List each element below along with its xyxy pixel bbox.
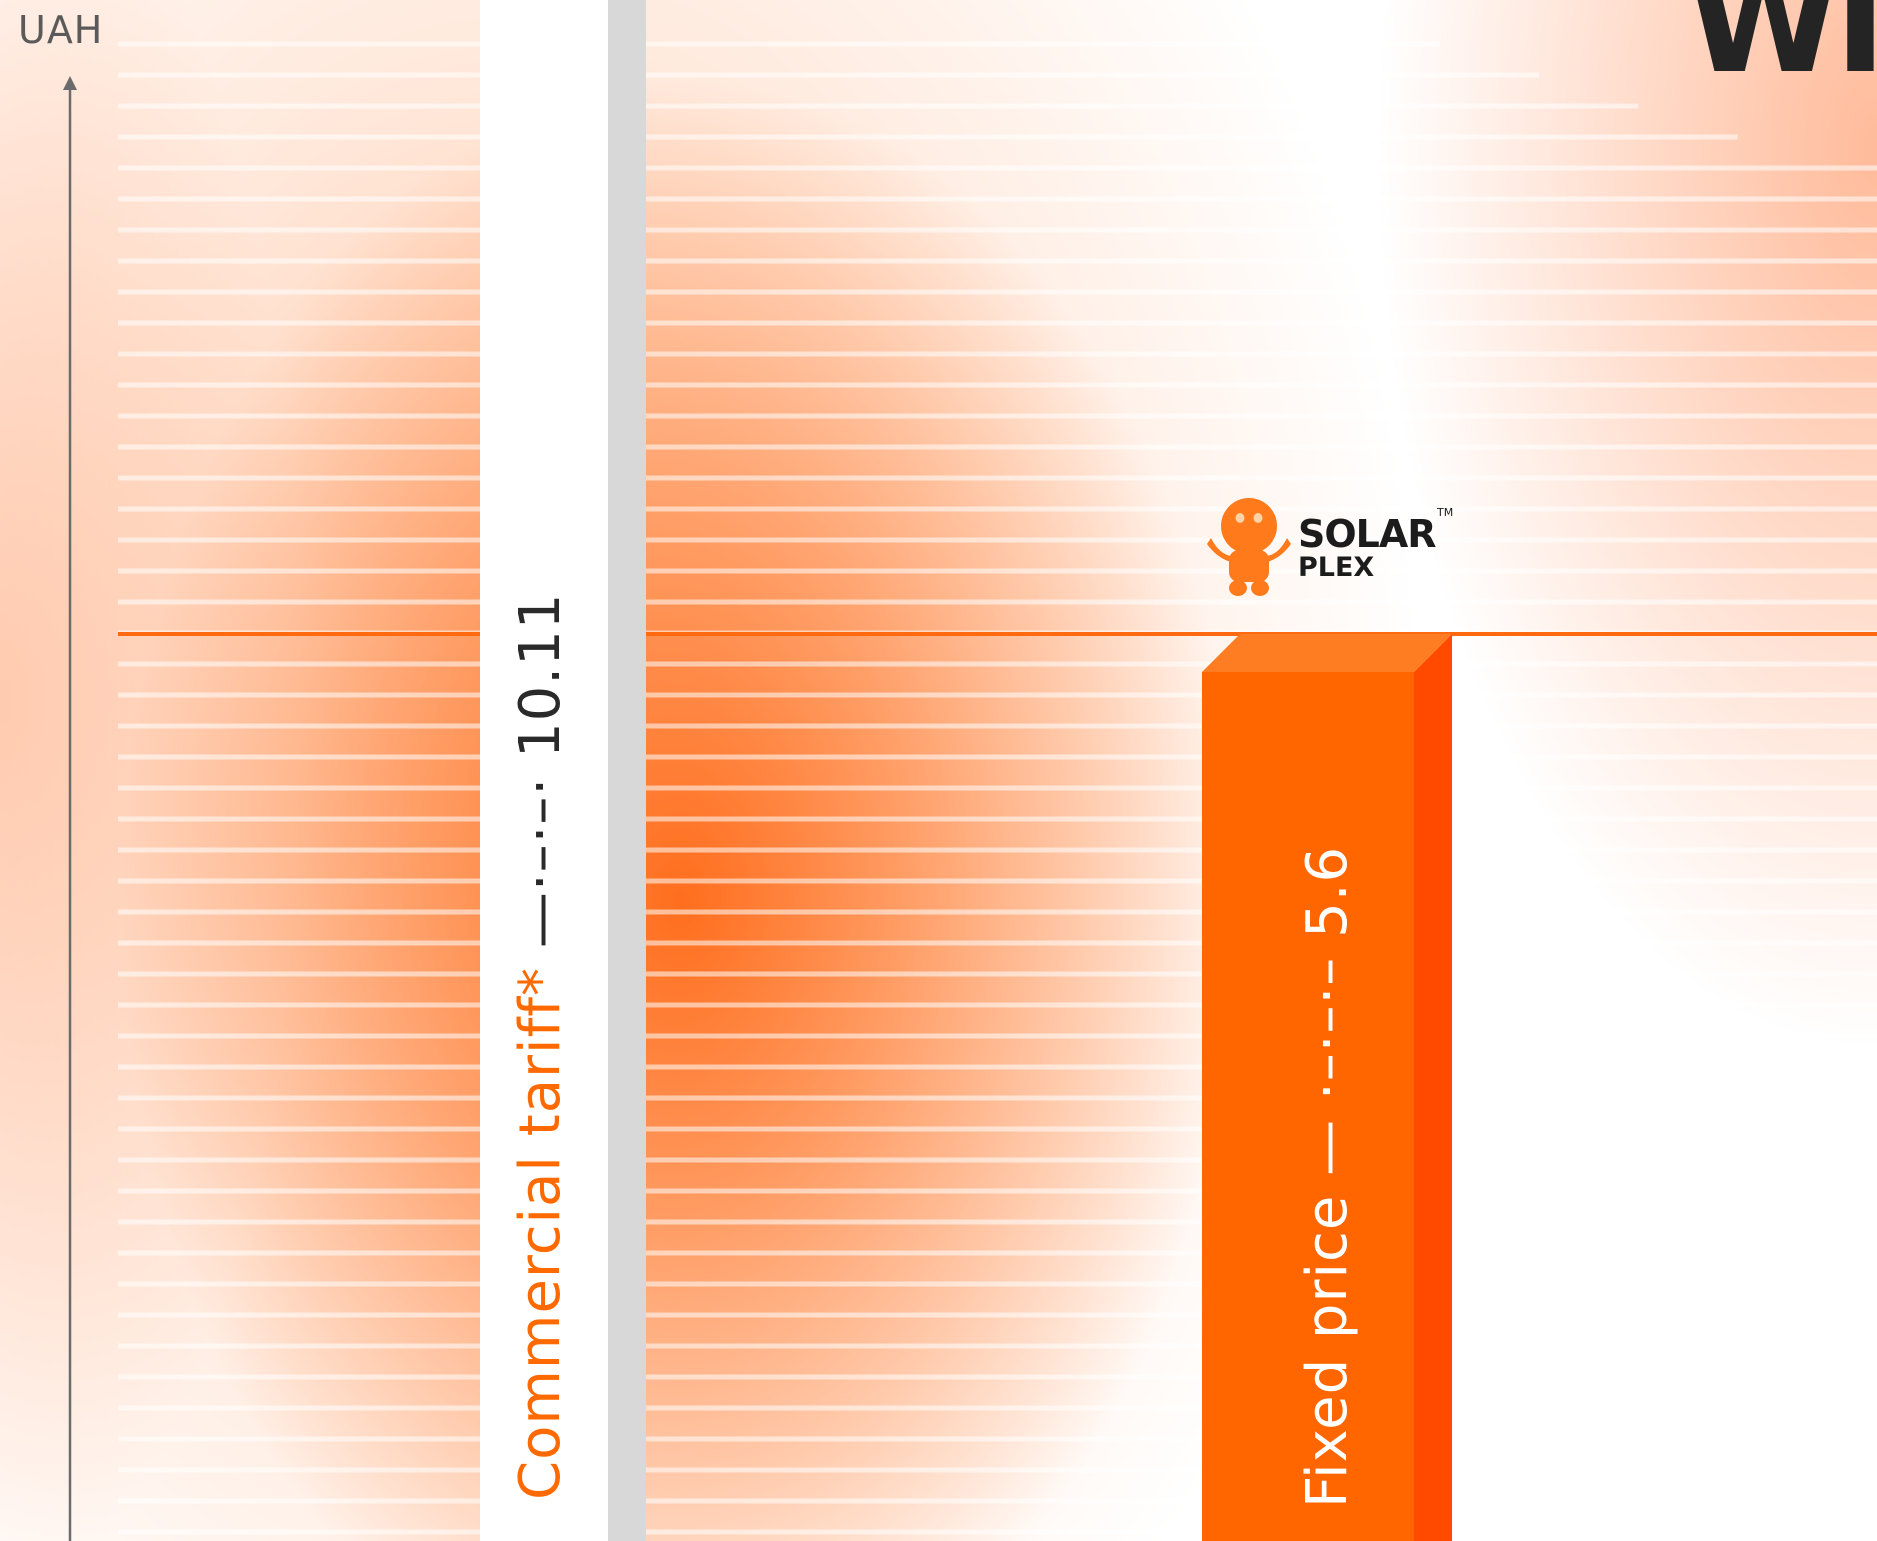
data-label-commercial-tariff: Commercial tariff* —·–·–· 10.11	[508, 593, 573, 1500]
mascot-icon	[1207, 498, 1291, 596]
bar-name-fixed-price: Fixed price	[1295, 1194, 1360, 1508]
bar-commercial-tariff	[480, 0, 608, 1541]
logo-text-solar: SOLAR	[1298, 512, 1437, 556]
leader-fixed-price: — ·–·–·–	[1295, 937, 1360, 1195]
bar-side-fixed-price	[1414, 634, 1452, 1541]
data-label-fixed-price: Fixed price — ·–·–·– 5.6	[1295, 846, 1360, 1508]
logo-text-plex: PLEX	[1298, 552, 1375, 583]
solarplex-logo: SOLAR TM PLEX	[1205, 492, 1465, 602]
leader-commercial-tariff: —·–·–·	[508, 757, 573, 967]
bar-fixed-price	[1202, 672, 1414, 1541]
bar-value-commercial-tariff: 10.11	[508, 592, 573, 758]
logo-trademark: TM	[1437, 506, 1454, 519]
y-axis-unit-label: UAH	[18, 8, 104, 52]
bar-name-commercial-tariff: Commercial tariff*	[508, 966, 573, 1500]
corner-heading-fragment: WI	[1686, 0, 1877, 105]
bar-value-fixed-price: 5.6	[1295, 845, 1360, 938]
y-axis-arrow-icon	[63, 76, 77, 90]
bar-side-commercial-tariff	[608, 0, 646, 1541]
bar-top-fixed-price	[1202, 634, 1452, 672]
